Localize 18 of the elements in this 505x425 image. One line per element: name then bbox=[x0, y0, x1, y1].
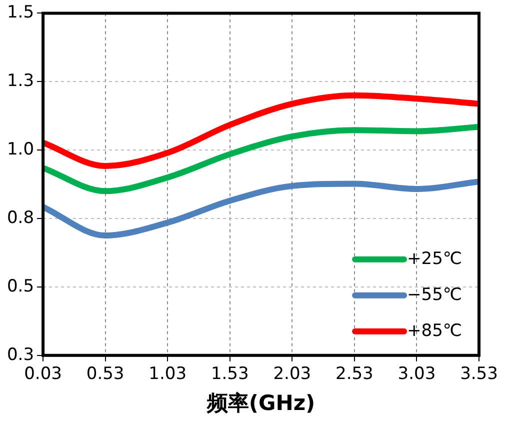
x-tick-label: 2.03 bbox=[273, 364, 312, 384]
x-tick-label: 0.03 bbox=[24, 364, 62, 384]
x-tick-label: 1.53 bbox=[210, 364, 249, 384]
y-tick-label: 1.5 bbox=[6, 2, 34, 23]
legend-label: +85℃ bbox=[407, 320, 462, 341]
y-tick-label: 1.3 bbox=[6, 71, 34, 92]
x-tick-label: 0.53 bbox=[86, 364, 124, 384]
y-tick-label: 0.3 bbox=[6, 344, 34, 365]
y-tick-label: 1.0 bbox=[6, 140, 34, 160]
legend-label: −55℃ bbox=[407, 284, 462, 305]
x-axis-title: 频率(GHz) bbox=[206, 390, 316, 415]
legend-label: +25℃ bbox=[407, 248, 462, 269]
x-tick-label: 3.53 bbox=[460, 364, 498, 384]
x-tick-label: 1.03 bbox=[148, 364, 187, 384]
y-tick-label: 0.8 bbox=[6, 208, 34, 228]
x-tick-label: 2.53 bbox=[336, 364, 374, 384]
x-tick-label: 3.03 bbox=[398, 364, 436, 384]
y-tick-label: 0.5 bbox=[6, 276, 34, 296]
